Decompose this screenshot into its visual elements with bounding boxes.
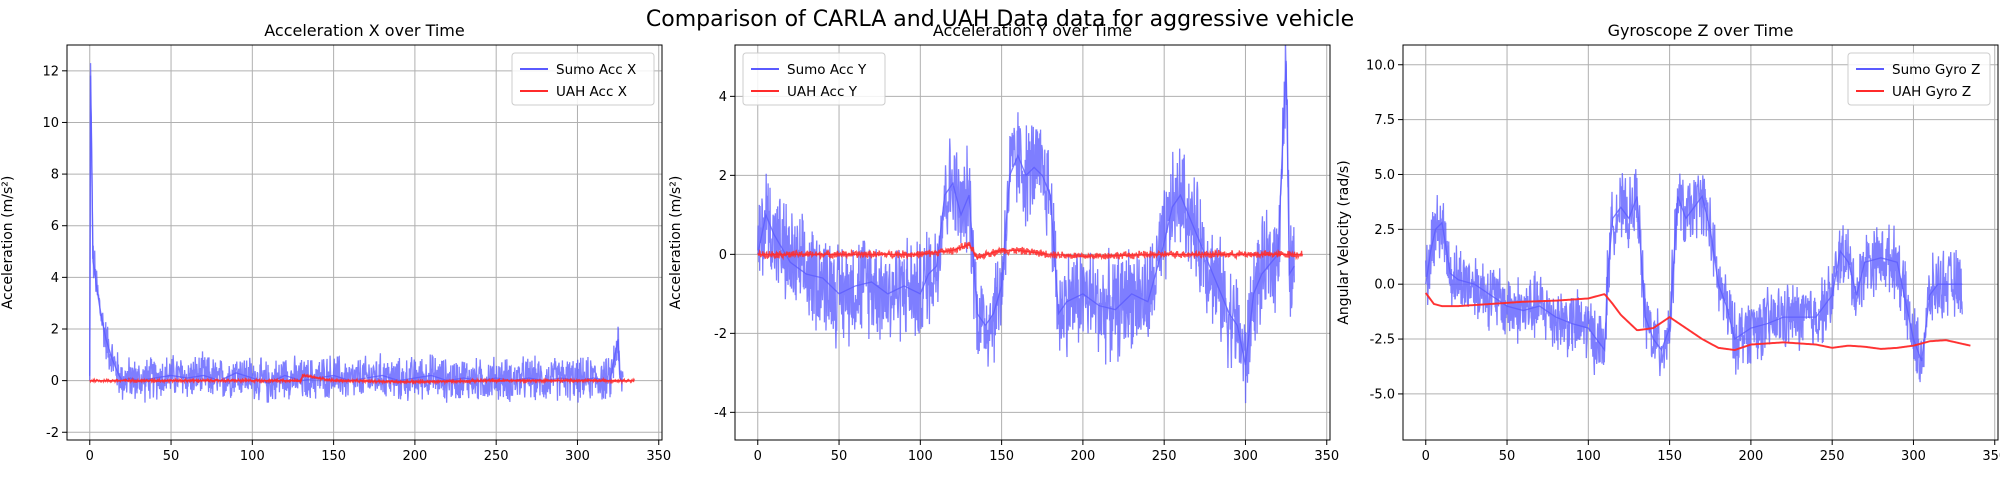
y-tick-label: 0.0 [1374, 278, 1395, 293]
axes-frame [734, 44, 1331, 441]
x-tick-label: 300 [1233, 449, 1258, 464]
x-tick-label: 150 [1657, 449, 1682, 464]
x-tick-label: 300 [1901, 449, 1926, 464]
x-tick-label: 100 [908, 449, 933, 464]
x-tick-label: 350 [1314, 449, 1339, 464]
y-tick-label: -4 [714, 406, 727, 421]
x-tick-label: 200 [1738, 449, 1763, 464]
x-tick-label: 50 [1499, 449, 1516, 464]
x-tick-label: 150 [321, 449, 346, 464]
series-line-sumo-acc-x [89, 75, 624, 403]
chart-panel-3: 0 50 100 150 200 250 300 350 -5.0 -2.5 0.0 2.5 5.0 7.… [1336, 21, 2000, 464]
x-tick-label: 0 [754, 449, 762, 464]
x-tick-label: 350 [1982, 449, 2000, 464]
series-line-sumo-gyro-z [1425, 169, 1963, 383]
y-tick-label: 8 [51, 168, 59, 183]
y-tick-label: 10.0 [1366, 58, 1395, 73]
legend-label: UAH Acc Y [787, 84, 858, 100]
y-axis-label: Angular Velocity (rad/s) [1336, 160, 1352, 324]
x-tick-label: 0 [86, 449, 94, 464]
series-keypoints-sumo-acc-x [89, 63, 624, 384]
x-tick-label: 200 [402, 449, 427, 464]
legend-label: Sumo Acc X [556, 62, 636, 78]
series-keypoints-sumo-acc-y [757, 60, 1295, 366]
legend-label: UAH Gyro Z [1892, 84, 1971, 100]
x-tick-label: 300 [565, 449, 590, 464]
x-tick-label: 0 [1422, 449, 1430, 464]
y-tick-label: -2 [714, 327, 727, 342]
y-tick-label: 10 [42, 116, 59, 131]
chart-title: Acceleration Y over Time [933, 21, 1132, 40]
y-tick-label: 2 [719, 169, 727, 184]
legend: Sumo Gyro Z UAH Gyro Z [1847, 52, 1991, 106]
x-tick-label: 150 [989, 449, 1014, 464]
legend-label: Sumo Acc Y [787, 62, 867, 78]
y-tick-label: 5.0 [1374, 168, 1395, 183]
y-tick-label: -2 [46, 426, 59, 441]
series-line-sumo-acc-y [757, 45, 1295, 404]
series-keypoints-sumo-gyro-z [1425, 194, 1963, 362]
legend-label: Sumo Gyro Z [1892, 62, 1980, 78]
series-keypoints-uah-gyro-z [1425, 292, 1971, 351]
x-tick-label: 250 [1820, 449, 1845, 464]
y-tick-label: 12 [42, 64, 59, 79]
legend-label: UAH Acc X [556, 84, 627, 100]
y-axis-label: Acceleration (m/s²) [0, 176, 16, 310]
y-tick-label: 7.5 [1374, 113, 1395, 128]
x-tick-label: 350 [646, 449, 671, 464]
x-tick-label: 250 [484, 449, 509, 464]
y-tick-label: 2 [51, 322, 59, 337]
chart-panel-1: 0 50 100 150 200 250 300 350 -2 0 2 4 6 8 10 12 Accelera… [0, 21, 671, 464]
y-tick-label: 0 [51, 374, 59, 389]
x-tick-label: 100 [240, 449, 265, 464]
x-tick-label: 250 [1152, 449, 1177, 464]
x-tick-label: 200 [1070, 449, 1095, 464]
y-tick-label: 6 [51, 219, 59, 234]
axes-frame [66, 44, 663, 441]
y-tick-label: 0 [719, 248, 727, 263]
y-tick-label: 4 [719, 90, 727, 105]
chart-title: Gyroscope Z over Time [1608, 21, 1794, 40]
y-tick-label: 2.5 [1374, 223, 1395, 238]
y-axis-label: Acceleration (m/s²) [668, 176, 684, 310]
figure-title: Comparison of CARLA and UAH Data data fo… [646, 7, 1354, 32]
series-keypoints-uah-acc-x [89, 374, 635, 383]
legend: Sumo Acc Y UAH Acc Y [742, 52, 886, 106]
legend: Sumo Acc X UAH Acc X [511, 52, 655, 106]
x-tick-label: 100 [1576, 449, 1601, 464]
x-tick-label: 50 [163, 449, 180, 464]
axes-frame [1402, 44, 1999, 441]
y-tick-label: -2.5 [1370, 333, 1395, 348]
y-tick-label: 4 [51, 271, 59, 286]
series-keypoints-uah-acc-y [757, 243, 1303, 260]
chart-panel-2: 0 50 100 150 200 250 300 350 -4 -2 0 2 4 Acceleration… [668, 21, 1339, 464]
x-tick-label: 50 [831, 449, 848, 464]
y-tick-label: -5.0 [1370, 387, 1395, 402]
chart-title: Acceleration X over Time [264, 21, 464, 40]
